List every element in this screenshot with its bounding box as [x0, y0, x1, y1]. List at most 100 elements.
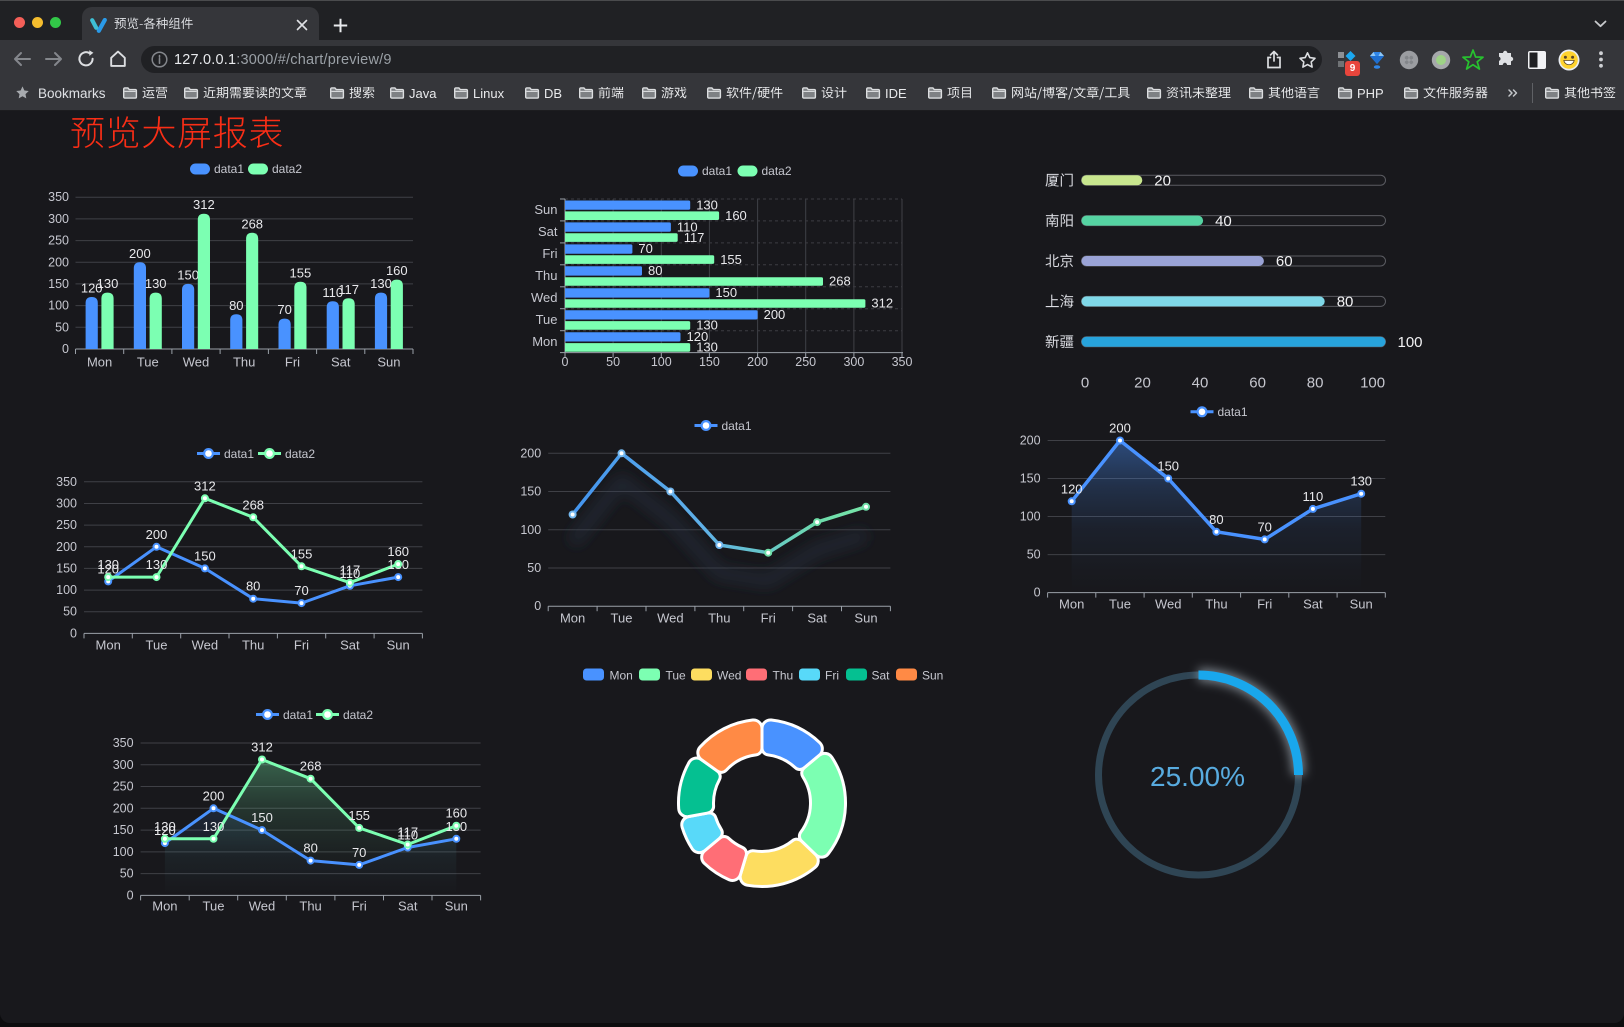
- svg-text:300: 300: [56, 497, 77, 511]
- svg-text:Tue: Tue: [1109, 597, 1131, 612]
- svg-text:80: 80: [1337, 294, 1354, 311]
- svg-text:Tue: Tue: [203, 899, 225, 914]
- svg-text:300: 300: [48, 212, 69, 226]
- svg-text:100: 100: [56, 583, 77, 597]
- svg-text:Fri: Fri: [542, 246, 557, 261]
- svg-text:data2: data2: [272, 162, 302, 176]
- svg-text:0: 0: [70, 626, 77, 640]
- svg-text:0: 0: [62, 342, 69, 356]
- svg-text:300: 300: [843, 355, 864, 369]
- svg-text:130: 130: [203, 819, 225, 834]
- svg-text:130: 130: [145, 276, 167, 291]
- svg-text:120: 120: [81, 281, 103, 296]
- svg-text:120: 120: [1061, 481, 1083, 496]
- svg-text:200: 200: [113, 801, 134, 815]
- svg-text:data1: data1: [224, 447, 254, 461]
- svg-text:Tue: Tue: [536, 312, 558, 327]
- svg-text:130: 130: [696, 340, 718, 355]
- svg-text:Sat: Sat: [340, 638, 360, 653]
- svg-text:Tue: Tue: [146, 638, 168, 653]
- svg-text:40: 40: [1215, 213, 1232, 230]
- svg-text:Thu: Thu: [233, 355, 255, 370]
- svg-text:25.00%: 25.00%: [1150, 761, 1245, 792]
- svg-text:20: 20: [1154, 172, 1171, 189]
- svg-text:130: 130: [154, 819, 176, 834]
- svg-text:0: 0: [562, 355, 569, 369]
- svg-text:data1: data1: [702, 164, 732, 178]
- svg-text:50: 50: [606, 355, 620, 369]
- svg-text:110: 110: [340, 566, 361, 581]
- svg-text:130: 130: [97, 557, 119, 572]
- svg-text:100: 100: [48, 299, 69, 313]
- svg-text:312: 312: [193, 197, 215, 212]
- svg-text:Wed: Wed: [657, 611, 684, 626]
- svg-text:Wed: Wed: [531, 290, 558, 305]
- svg-text:70: 70: [638, 241, 652, 256]
- svg-text:100: 100: [1020, 510, 1041, 524]
- svg-text:300: 300: [113, 758, 134, 772]
- svg-text:268: 268: [242, 497, 264, 512]
- svg-text:150: 150: [113, 823, 134, 837]
- svg-text:Sun: Sun: [1350, 597, 1373, 612]
- svg-text:Tue: Tue: [666, 669, 687, 683]
- svg-text:250: 250: [48, 234, 69, 248]
- svg-text:Wed: Wed: [717, 669, 741, 683]
- svg-text:312: 312: [871, 296, 893, 311]
- svg-text:Thu: Thu: [708, 611, 730, 626]
- svg-text:350: 350: [892, 355, 913, 369]
- svg-text:Sun: Sun: [387, 638, 410, 653]
- svg-text:150: 150: [177, 267, 199, 282]
- svg-text:200: 200: [520, 446, 541, 460]
- svg-text:Thu: Thu: [1205, 597, 1227, 612]
- svg-text:Fri: Fri: [352, 899, 367, 914]
- svg-text:155: 155: [290, 265, 312, 280]
- svg-text:40: 40: [1192, 375, 1209, 392]
- svg-text:150: 150: [715, 285, 737, 300]
- svg-text:Wed: Wed: [249, 899, 276, 914]
- svg-text:60: 60: [1249, 375, 1266, 392]
- svg-text:50: 50: [55, 320, 69, 334]
- svg-text:100: 100: [651, 355, 672, 369]
- svg-text:130: 130: [97, 276, 119, 291]
- svg-text:Thu: Thu: [535, 268, 557, 283]
- svg-text:Sat: Sat: [538, 224, 558, 239]
- svg-text:0: 0: [1034, 586, 1041, 600]
- svg-text:100: 100: [520, 523, 541, 537]
- svg-text:312: 312: [251, 740, 273, 755]
- svg-text:155: 155: [720, 252, 742, 267]
- svg-text:200: 200: [203, 788, 225, 803]
- svg-text:data2: data2: [762, 164, 792, 178]
- svg-text:155: 155: [348, 808, 370, 823]
- svg-text:Tue: Tue: [611, 611, 633, 626]
- svg-text:80: 80: [1307, 375, 1324, 392]
- svg-text:250: 250: [56, 518, 77, 532]
- svg-text:Fri: Fri: [294, 638, 309, 653]
- svg-text:117: 117: [397, 825, 418, 840]
- svg-text:268: 268: [829, 274, 851, 289]
- svg-text:200: 200: [764, 307, 786, 322]
- svg-text:100: 100: [1360, 375, 1385, 392]
- svg-text:Wed: Wed: [1155, 597, 1182, 612]
- svg-text:250: 250: [795, 355, 816, 369]
- svg-text:130: 130: [696, 197, 718, 212]
- svg-text:data1: data1: [1218, 405, 1248, 419]
- svg-text:Thu: Thu: [773, 669, 794, 683]
- svg-text:160: 160: [445, 806, 467, 821]
- svg-text:Wed: Wed: [192, 638, 219, 653]
- svg-text:Mon: Mon: [152, 899, 177, 914]
- svg-text:150: 150: [56, 561, 77, 575]
- svg-text:350: 350: [48, 190, 69, 204]
- svg-text:100: 100: [113, 845, 134, 859]
- svg-text:Wed: Wed: [183, 355, 210, 370]
- svg-text:130: 130: [146, 557, 168, 572]
- svg-text:50: 50: [120, 867, 134, 881]
- svg-text:110: 110: [397, 828, 418, 843]
- svg-text:200: 200: [56, 540, 77, 554]
- svg-text:Sun: Sun: [922, 669, 943, 683]
- svg-text:Mon: Mon: [96, 638, 121, 653]
- svg-text:50: 50: [63, 605, 77, 619]
- svg-text:Mon: Mon: [532, 334, 557, 349]
- svg-text:80: 80: [303, 841, 317, 856]
- svg-text:Sun: Sun: [854, 611, 877, 626]
- svg-text:20: 20: [1134, 375, 1151, 392]
